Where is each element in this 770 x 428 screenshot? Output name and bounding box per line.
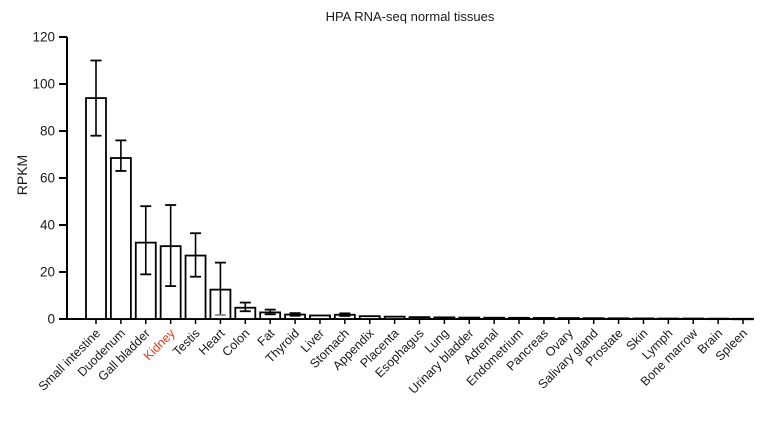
bar-salivary-gland [582,317,605,320]
y-tick-label: 0 [47,312,55,327]
bar-liver [309,314,331,320]
bar-pancreas [533,317,555,320]
bar-prostate [607,317,630,320]
bar-spleen [732,317,754,321]
bar-placenta [383,315,406,320]
bar-lymph [657,317,680,320]
bar-appendix [358,315,381,320]
bar-lung [433,316,456,320]
bar-urinary-bladder [458,316,481,320]
chart-title: HPA RNA-seq normal tissues [325,9,495,24]
y-tick-label: 20 [40,265,55,280]
bar-brain [707,317,730,321]
bar-adrenal [483,316,506,320]
bar-bone-marrow [682,317,705,320]
bar-ovary [557,317,580,320]
y-tick-label: 80 [40,124,55,139]
y-tick-label: 40 [40,218,55,233]
bar-esophagus [408,316,431,320]
bar-endometrium [508,316,530,320]
bar-skin [632,317,655,320]
x-category-label-testis: Testis [170,326,202,358]
y-tick-label: 120 [32,30,55,45]
y-tick-label: 60 [40,171,55,186]
y-tick-label: 100 [32,77,55,92]
bar-duodenum [109,157,132,320]
x-category-label-colon: Colon [219,326,252,359]
